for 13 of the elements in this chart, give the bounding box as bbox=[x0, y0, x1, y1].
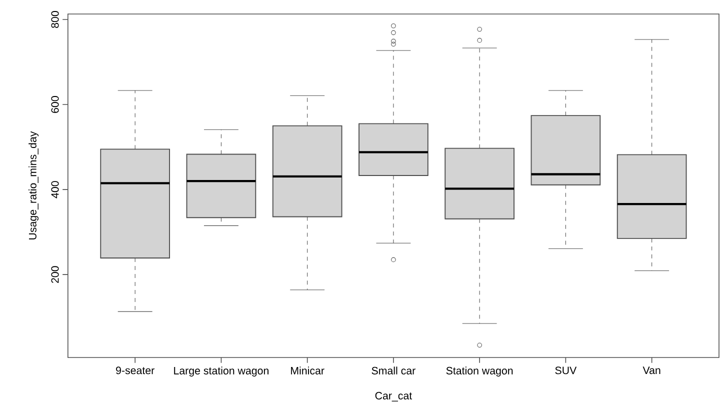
x-axis-title: Car_cat bbox=[375, 392, 412, 402]
x-tick-label: Small car bbox=[372, 366, 416, 374]
x-tick-label: 9-seater bbox=[116, 366, 154, 374]
x-tick-label: Minicar bbox=[291, 366, 324, 374]
y-tick-label: 600 bbox=[51, 96, 59, 113]
x-tick-label: Station wagon bbox=[446, 366, 513, 376]
y-tick-label: 800 bbox=[51, 10, 59, 28]
y-tick-label: 400 bbox=[51, 180, 59, 198]
x-tick-label: Large station wagon bbox=[174, 366, 268, 376]
y-axis-title: Usage_ratio_mins_day bbox=[28, 131, 39, 240]
x-tick-label: Van bbox=[642, 366, 660, 374]
x-tick-label: SUV bbox=[555, 366, 577, 374]
y-tick-label: 200 bbox=[51, 266, 59, 283]
